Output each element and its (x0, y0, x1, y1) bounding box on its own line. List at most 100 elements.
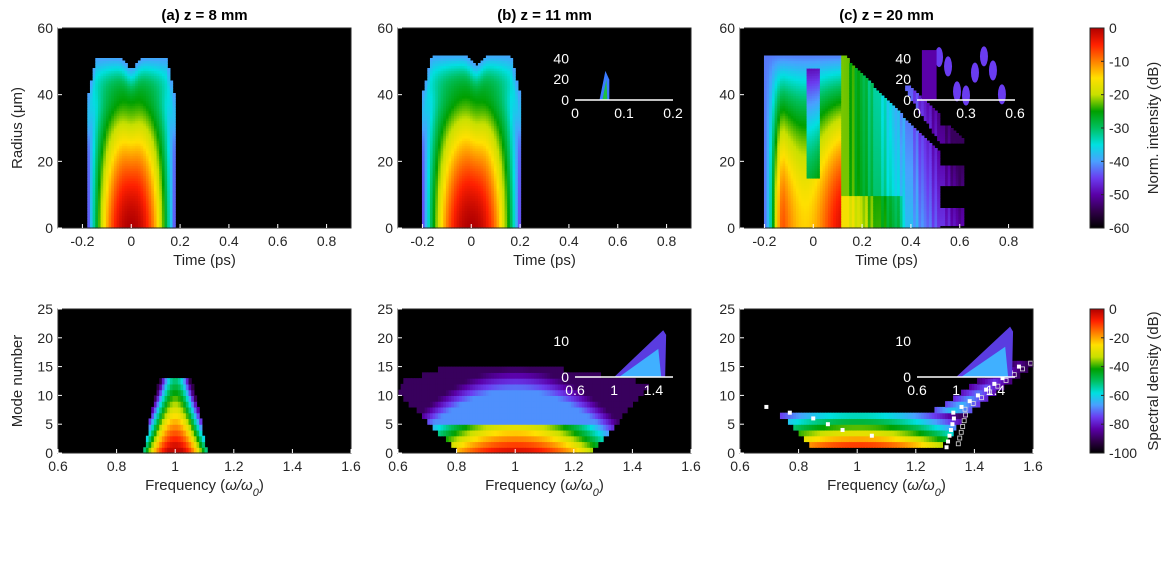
x-axis-label: Time (ps) (513, 252, 576, 269)
heatmap-cell (143, 115, 147, 119)
heatmap-cell (140, 190, 144, 194)
heatmap-cell (113, 155, 118, 159)
heatmap-cell (456, 108, 460, 112)
heatmap-cell (485, 223, 490, 227)
heatmap-cell (145, 63, 150, 67)
heatmap-cell (135, 148, 139, 152)
heatmap-cell (437, 93, 442, 97)
heatmap-cell (121, 133, 126, 137)
heatmap-cell (437, 80, 442, 84)
heatmap-cell (121, 105, 126, 109)
heatmap-cell (771, 168, 776, 172)
heatmap-cell (459, 68, 463, 72)
heatmap-cell (161, 138, 166, 142)
heatmap-cell (159, 73, 163, 77)
heatmap-cell (105, 215, 110, 219)
heatmap-cell (103, 150, 107, 154)
heatmap-cell (456, 215, 460, 219)
heatmap-cell (169, 175, 174, 179)
heatmap-cell (437, 153, 442, 157)
heatmap-cell (124, 223, 128, 227)
heatmap-cell (491, 120, 495, 124)
heatmap-cell (161, 183, 166, 187)
heatmap-cell (119, 198, 123, 202)
heatmap-cell (427, 98, 431, 102)
heatmap-cell (453, 133, 458, 137)
heatmap-cell (469, 98, 474, 102)
heatmap-cell (432, 78, 436, 82)
heatmap-cell (771, 158, 776, 162)
heatmap-cell (769, 153, 773, 157)
heatmap-cell (456, 70, 460, 74)
heatmap-cell (424, 180, 428, 184)
heatmap-cell (493, 208, 498, 212)
heatmap-cell (135, 145, 139, 149)
heatmap-cell (421, 113, 426, 117)
heatmap-cell (427, 173, 431, 177)
heatmap-cell (169, 173, 174, 177)
heatmap-cell (121, 65, 126, 69)
heatmap-cell (499, 210, 503, 214)
heatmap-cell (127, 143, 131, 147)
heatmap-cell (132, 83, 136, 87)
heatmap-cell (437, 178, 442, 182)
heatmap-cell (143, 70, 147, 74)
heatmap-cell (121, 110, 126, 114)
heatmap-cell (105, 75, 110, 79)
heatmap-cell (771, 225, 776, 229)
heatmap-cell (512, 165, 516, 169)
heatmap-cell (429, 198, 434, 202)
heatmap-cell (477, 128, 482, 132)
heatmap-cell (172, 205, 176, 209)
heatmap-cell (156, 63, 160, 67)
heatmap-cell (95, 175, 99, 179)
heatmap-cell (143, 85, 147, 89)
heatmap-cell (153, 143, 158, 147)
heatmap-cell (132, 143, 136, 147)
heatmap-cell (95, 130, 99, 134)
heatmap-cell (429, 195, 434, 199)
heatmap-cell (119, 160, 123, 164)
heatmap-cell (483, 93, 487, 97)
heatmap-cell (483, 80, 487, 84)
heatmap-cell (172, 110, 176, 114)
heatmap-cell (129, 193, 134, 197)
heatmap-cell (113, 100, 118, 104)
heatmap-cell (763, 178, 768, 182)
heatmap-cell (127, 203, 131, 207)
heatmap-cell (435, 143, 439, 147)
heatmap-cell (427, 163, 431, 167)
heatmap-cell (769, 103, 773, 107)
heatmap-cell (161, 178, 166, 182)
heatmap-cell (496, 70, 500, 74)
heatmap-cell (89, 185, 94, 189)
heatmap-cell (140, 150, 144, 154)
heatmap-cell (766, 200, 770, 204)
heatmap-cell (129, 108, 134, 112)
heatmap-cell (143, 60, 147, 64)
heatmap-cell (437, 210, 442, 214)
heatmap-cell (121, 205, 126, 209)
heatmap-cell (89, 140, 94, 144)
heatmap-cell (111, 65, 115, 69)
heatmap-cell (504, 175, 508, 179)
heatmap-cell (507, 175, 511, 179)
heatmap-cell (108, 198, 112, 202)
heatmap-cell (143, 100, 147, 104)
heatmap-cell (116, 128, 120, 132)
heatmap-cell (472, 85, 476, 89)
heatmap-cell (145, 108, 150, 112)
heatmap-cell (135, 223, 139, 227)
heatmap-cell (429, 170, 434, 174)
heatmap-cell (145, 118, 150, 122)
heatmap-cell (161, 225, 166, 229)
heatmap-cell (453, 205, 458, 209)
heatmap-cell (448, 55, 452, 59)
heatmap-cell (424, 103, 428, 107)
heatmap-cell (95, 200, 99, 204)
heatmap-cell (143, 103, 147, 107)
heatmap-cell (440, 118, 444, 122)
heatmap-cell (453, 113, 458, 117)
heatmap-cell (512, 130, 516, 134)
heatmap-cell (97, 168, 102, 172)
